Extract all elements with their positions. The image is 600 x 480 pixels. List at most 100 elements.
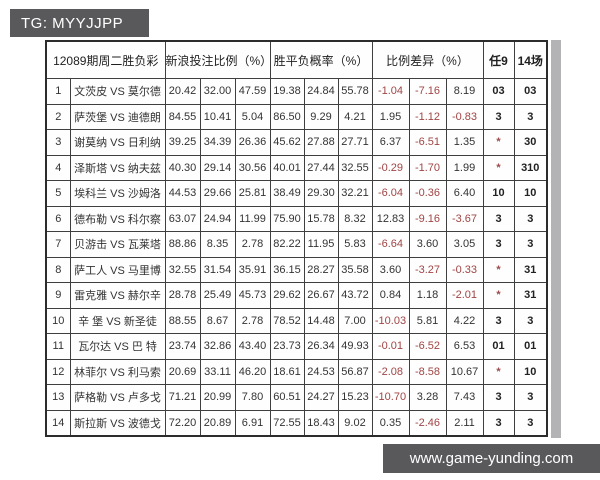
row-number-cell: 13: [45, 384, 71, 411]
diff-win-cell: -2.08: [371, 358, 410, 385]
prob-draw-cell: 18.43: [303, 409, 339, 436]
telegram-handle-text: TG: MYYJJPP: [21, 14, 124, 32]
ren9-pick-cell: *: [482, 358, 515, 385]
bet-draw-cell: 10.41: [199, 103, 236, 130]
prob-draw-cell: 11.95: [303, 231, 339, 258]
prob-lose-cell: 4.21: [337, 103, 373, 130]
bet-win-cell: 63.07: [164, 205, 201, 232]
match-teams-cell: 辛 堡 VS 新圣徒: [69, 307, 166, 334]
diff-draw-cell: -9.16: [408, 205, 447, 232]
ren9-pick-cell: 3: [482, 384, 515, 411]
bet-lose-cell: 25.81: [234, 180, 271, 207]
c14-pick-cell: 310: [513, 154, 548, 181]
prob-draw-cell: 26.67: [303, 282, 339, 309]
row-number-cell: 7: [45, 231, 71, 258]
bet-lose-cell: 2.78: [234, 307, 271, 334]
diff-win-cell: 0.84: [371, 282, 410, 309]
table-row: 4 泽斯塔 VS 纳夫兹 40.30 29.14 30.56 40.01 27.44 32.5…: [45, 154, 548, 181]
bet-lose-cell: 6.91: [234, 409, 271, 436]
diff-draw-cell: 3.28: [408, 384, 447, 411]
prob-draw-cell: 26.34: [303, 333, 339, 360]
diff-win-cell: -0.01: [371, 333, 410, 360]
bet-win-cell: 88.55: [164, 307, 201, 334]
match-teams-cell: 文茨皮 VS 莫尔德: [69, 78, 166, 105]
diff-lose-cell: 1.35: [445, 129, 484, 156]
prob-win-cell: 75.90: [269, 205, 305, 232]
bet-draw-cell: 33.11: [199, 358, 236, 385]
bet-win-cell: 40.30: [164, 154, 201, 181]
diff-win-cell: 12.83: [371, 205, 410, 232]
diff-lose-cell: 6.40: [445, 180, 484, 207]
bet-win-cell: 23.74: [164, 333, 201, 360]
diff-draw-cell: 1.18: [408, 282, 447, 309]
diff-win-cell: -10.70: [371, 384, 410, 411]
ren9-pick-cell: *: [482, 129, 515, 156]
bet-lose-cell: 30.56: [234, 154, 271, 181]
vertical-scrollbar[interactable]: [551, 40, 561, 438]
bet-win-cell: 71.21: [164, 384, 201, 411]
bet-win-cell: 32.55: [164, 256, 201, 283]
prob-draw-cell: 27.44: [303, 154, 339, 181]
diff-lose-cell: 8.19: [445, 78, 484, 105]
column-group-header: 新浪投注比例（%）: [164, 40, 271, 79]
row-number-cell: 12: [45, 358, 71, 385]
bet-win-cell: 39.25: [164, 129, 201, 156]
prob-lose-cell: 8.32: [337, 205, 373, 232]
row-number-cell: 8: [45, 256, 71, 283]
prob-lose-cell: 55.78: [337, 78, 373, 105]
c14-pick-cell: 3: [513, 384, 548, 411]
prob-win-cell: 29.62: [269, 282, 305, 309]
column-group-header: 任9: [482, 40, 515, 79]
match-teams-cell: 谢莫纳 VS 日利纳: [69, 129, 166, 156]
row-number-cell: 1: [45, 78, 71, 105]
diff-win-cell: -1.04: [371, 78, 410, 105]
ren9-pick-cell: 10: [482, 180, 515, 207]
prob-draw-cell: 29.30: [303, 180, 339, 207]
bet-lose-cell: 43.40: [234, 333, 271, 360]
prob-lose-cell: 35.58: [337, 256, 373, 283]
bet-win-cell: 20.69: [164, 358, 201, 385]
bet-draw-cell: 20.89: [199, 409, 236, 436]
diff-win-cell: 1.95: [371, 103, 410, 130]
watermark-banner: www.game-yunding.com: [383, 444, 600, 473]
bet-draw-cell: 31.54: [199, 256, 236, 283]
diff-lose-cell: -0.33: [445, 256, 484, 283]
bet-draw-cell: 8.67: [199, 307, 236, 334]
diff-lose-cell: 10.67: [445, 358, 484, 385]
diff-draw-cell: -3.27: [408, 256, 447, 283]
table-header: 12089期周二胜负彩 新浪投注比例（%） 胜平负概率（%） 比例差异（%） 任9 14场: [45, 40, 548, 79]
prob-lose-cell: 32.21: [337, 180, 373, 207]
prob-win-cell: 72.55: [269, 409, 305, 436]
ren9-pick-cell: *: [482, 256, 515, 283]
bet-lose-cell: 26.36: [234, 129, 271, 156]
prob-lose-cell: 56.87: [337, 358, 373, 385]
diff-lose-cell: 7.43: [445, 384, 484, 411]
diff-lose-cell: 2.11: [445, 409, 484, 436]
match-teams-cell: 林菲尔 VS 利马索: [69, 358, 166, 385]
table-row: 7 贝游击 VS 瓦莱塔 88.86 8.35 2.78 82.22 11.95 5.83 -6…: [45, 231, 548, 258]
ren9-pick-cell: 3: [482, 205, 515, 232]
bet-draw-cell: 32.86: [199, 333, 236, 360]
diff-draw-cell: -6.52: [408, 333, 447, 360]
diff-draw-cell: -8.58: [408, 358, 447, 385]
bet-lose-cell: 35.91: [234, 256, 271, 283]
diff-draw-cell: -2.46: [408, 409, 447, 436]
bet-draw-cell: 20.99: [199, 384, 236, 411]
prob-draw-cell: 28.27: [303, 256, 339, 283]
prob-lose-cell: 5.83: [337, 231, 373, 258]
row-number-cell: 6: [45, 205, 71, 232]
prob-win-cell: 38.49: [269, 180, 305, 207]
diff-draw-cell: 3.60: [408, 231, 447, 258]
diff-win-cell: -10.03: [371, 307, 410, 334]
table-row: 8 萨工人 VS 马里博 32.55 31.54 35.91 36.15 28.27 35.5…: [45, 256, 548, 283]
c14-pick-cell: 30: [513, 129, 548, 156]
column-group-header: 14场: [513, 40, 548, 79]
table-row: 13 萨格勒 VS 卢多戈 71.21 20.99 7.80 60.51 24.27 15.2…: [45, 384, 548, 411]
match-teams-cell: 埃科兰 VS 沙姆洛: [69, 180, 166, 207]
c14-pick-cell: 10: [513, 180, 548, 207]
diff-draw-cell: -0.36: [408, 180, 447, 207]
c14-pick-cell: 03: [513, 78, 548, 105]
prob-lose-cell: 43.72: [337, 282, 373, 309]
match-teams-cell: 雷克雅 VS 赫尔辛: [69, 282, 166, 309]
match-teams-cell: 德布勒 VS 科尔察: [69, 205, 166, 232]
